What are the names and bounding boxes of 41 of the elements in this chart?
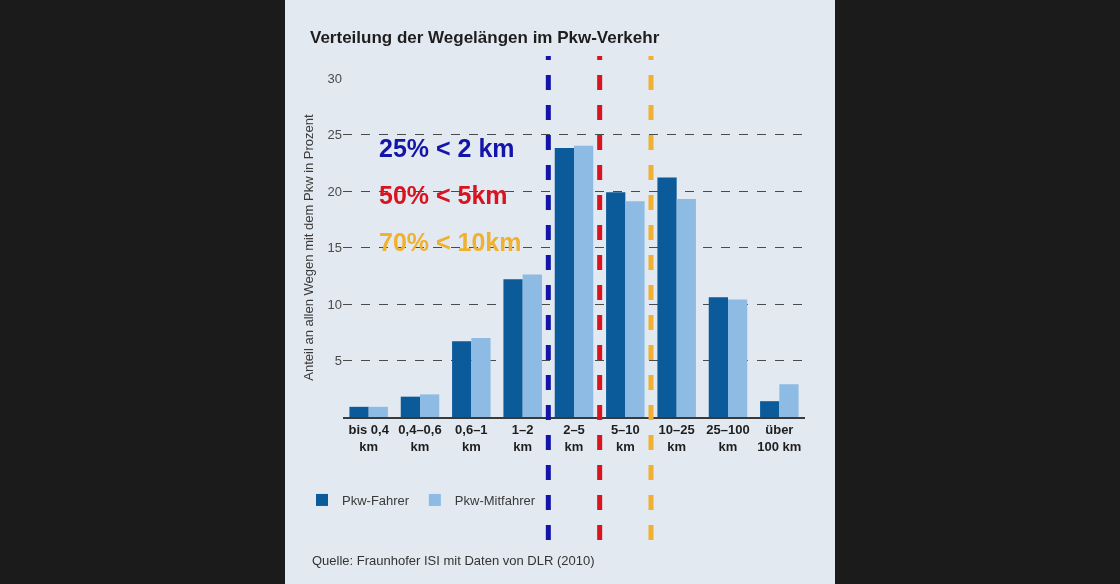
y-tick-label: 10 (327, 296, 342, 312)
y-tick-label: 30 (327, 70, 342, 86)
legend-label: Pkw-Mitfahrer (454, 493, 536, 509)
bar (368, 406, 388, 417)
ref-line-label: 25% < 2 km (379, 134, 515, 162)
bar (760, 401, 780, 417)
ref-line-label: 50% < 5km (379, 181, 508, 209)
bar (657, 177, 677, 417)
bar (420, 394, 440, 417)
bar (522, 274, 542, 417)
x-tick-label: 25–100 km (706, 422, 750, 455)
bar (606, 192, 626, 417)
bar (554, 148, 574, 417)
y-tick-label: 20 (327, 183, 342, 199)
legend-label: Pkw-Fahrer (342, 493, 410, 509)
chart-title: Verteilung der Wegelängen im Pkw-Verkehr (310, 27, 660, 47)
x-tick-label: bis 0,4 km (348, 422, 390, 455)
y-tick-label: 5 (334, 353, 342, 369)
y-tick-label: 15 (327, 240, 342, 256)
bar (728, 299, 748, 417)
bar (708, 297, 728, 417)
bar (471, 337, 491, 417)
bar (503, 279, 523, 417)
bar (779, 384, 799, 417)
bar (349, 406, 369, 417)
bar (452, 341, 472, 417)
bar (625, 201, 645, 417)
x-tick-label: 5–10 km (610, 422, 640, 455)
bar (400, 396, 420, 417)
x-tick-label: über 100 km (757, 422, 802, 455)
x-tick-label: 0,6–1 km (455, 422, 488, 455)
y-tick-label: 25 (327, 127, 342, 143)
bar (574, 145, 594, 417)
bar (676, 198, 696, 417)
x-tick-label: 2–5 km (563, 422, 585, 455)
y-axis-title: Anteil an allen Wegen mit dem Pkw in Prozent (301, 113, 317, 381)
source-note: Quelle: Fraunhofer ISI mit Daten von DLR (2010) (312, 553, 595, 568)
x-tick-label: 10–25 km (658, 422, 695, 455)
x-tick-label: 1–2 km (511, 422, 534, 455)
ref-line-label: 70% < 10km (379, 228, 522, 256)
x-tick-label: 0,4–0,6 km (398, 422, 442, 455)
